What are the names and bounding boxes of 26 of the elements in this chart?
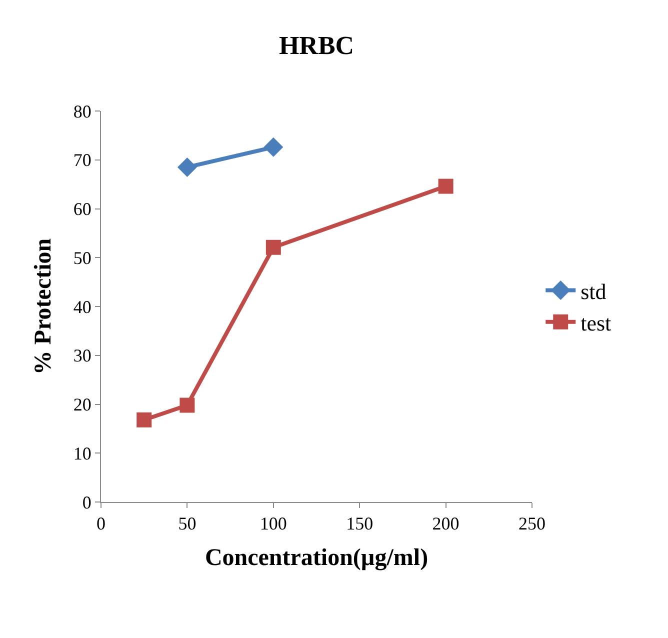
- y-tick-label: 30: [73, 346, 92, 366]
- point: [438, 178, 454, 194]
- point: [177, 157, 197, 177]
- x-tick-label: 250: [518, 514, 546, 534]
- point: [136, 412, 152, 428]
- x-tick-label: 200: [432, 514, 460, 534]
- y-tick-label: 40: [73, 296, 92, 317]
- y-tick-label: 50: [73, 248, 92, 268]
- chart-title: HRBC: [278, 30, 354, 60]
- x-tick-label: 0: [96, 514, 106, 534]
- y-tick-label: 60: [73, 199, 92, 220]
- x-tick-label: 50: [178, 514, 196, 534]
- point: [266, 240, 281, 255]
- x-tick-label: 150: [346, 514, 374, 534]
- x-tick-label: 100: [260, 514, 287, 534]
- point: [180, 398, 195, 413]
- y-tick-label: 10: [73, 443, 92, 464]
- y-tick-label: 20: [73, 394, 92, 415]
- y-tick-label: 0: [82, 492, 92, 512]
- y-tick-label: 80: [73, 101, 92, 122]
- y-tick-label: 70: [73, 150, 92, 170]
- point: [264, 137, 284, 157]
- legend-label: test: [580, 310, 612, 336]
- y-axis-title: % Protection: [30, 238, 56, 375]
- legend-label: std: [580, 278, 606, 304]
- x-axis-title: Concentration(µg/ml): [204, 544, 428, 571]
